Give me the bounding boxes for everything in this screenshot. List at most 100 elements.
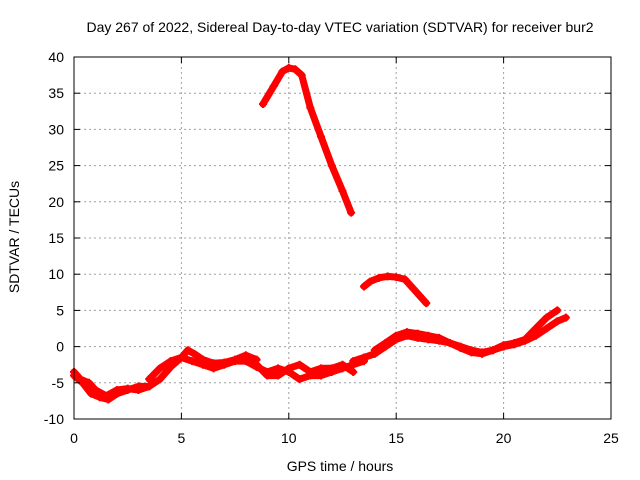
data-point [366, 277, 375, 286]
data-point [400, 275, 409, 284]
x-tick-label-2: 10 [281, 430, 297, 446]
data-point [91, 386, 100, 395]
data-point [145, 375, 154, 384]
data-point [278, 67, 287, 76]
y-tick-label-5: 15 [48, 230, 64, 246]
data-point [87, 389, 96, 398]
data-point [284, 63, 293, 72]
chart-title: Day 267 of 2022, Sidereal Day-to-day VTE… [86, 19, 593, 35]
data-point [291, 65, 300, 74]
data-point [306, 367, 315, 376]
axes: 0 5 10 15 20 25 -10 -5 0 5 10 15 20 25 30 35 40 [44, 49, 619, 446]
data-point [338, 360, 347, 369]
data-point [155, 364, 164, 373]
data-point [177, 353, 186, 362]
y-tick-label-7: 25 [48, 158, 64, 174]
data-point [259, 100, 268, 109]
data-point [381, 338, 390, 347]
data-point [422, 299, 431, 308]
series-jitter-4-2 [255, 364, 354, 379]
data-point [370, 346, 379, 355]
data-point [166, 357, 175, 366]
x-axis-label: GPS time / hours [287, 458, 394, 474]
data-point [76, 375, 85, 384]
data-point [542, 313, 551, 322]
data-point [269, 81, 278, 90]
data-point [252, 360, 261, 369]
data-point [383, 272, 392, 281]
data-point [413, 329, 422, 338]
data-point [102, 391, 111, 400]
data-point [188, 357, 197, 366]
y-tick-label-0: -10 [44, 411, 64, 427]
data-point [499, 341, 508, 350]
y-axis-label: SDTVAR / TECUs [6, 181, 22, 293]
data-point [553, 306, 562, 315]
data-point [295, 360, 304, 369]
x-tick-label-3: 15 [388, 430, 404, 446]
x-tick-label-1: 5 [178, 430, 186, 446]
data-point [561, 313, 570, 322]
data-point [327, 364, 336, 373]
data-point [274, 364, 283, 373]
data-point [349, 367, 358, 376]
data-point [467, 348, 476, 357]
data-point [190, 349, 199, 358]
data-point [488, 346, 497, 355]
x-tick-label-5: 25 [603, 430, 619, 446]
data-point [134, 386, 143, 395]
data-point [317, 364, 326, 373]
data-point [409, 284, 418, 293]
data-point [435, 333, 444, 342]
data-point [155, 375, 164, 384]
data-point [145, 382, 154, 391]
y-tick-label-9: 35 [48, 85, 64, 101]
data-point [112, 386, 121, 395]
data-point [317, 132, 326, 141]
y-tick-label-4: 10 [48, 266, 64, 282]
series-sat-track-4 [252, 360, 358, 380]
data-point [424, 331, 433, 340]
x-tick-label-0: 0 [70, 430, 78, 446]
data-point [123, 384, 132, 393]
data-point [241, 357, 250, 366]
data-point [284, 364, 293, 373]
data-point [327, 161, 336, 170]
data-point [220, 360, 229, 369]
data-point [531, 324, 540, 333]
data-series [70, 63, 570, 404]
series-sat-track-6 [359, 272, 431, 308]
data-point [317, 371, 326, 380]
data-point [359, 353, 368, 362]
data-point [231, 357, 240, 366]
data-point [478, 349, 487, 358]
data-point [274, 371, 283, 380]
data-point [263, 371, 272, 380]
data-point [375, 273, 384, 282]
series-sat-track-5 [259, 63, 356, 217]
data-point [415, 291, 424, 300]
data-point [297, 71, 306, 80]
data-point [338, 186, 347, 195]
data-point [295, 375, 304, 384]
data-point [456, 344, 465, 353]
data-point [209, 364, 218, 373]
x-tick-label-4: 20 [496, 430, 512, 446]
data-point [306, 103, 315, 112]
data-point [553, 317, 562, 326]
y-tick-label-8: 30 [48, 121, 64, 137]
data-point [198, 360, 207, 369]
data-point [510, 338, 519, 347]
series-sat-track-8 [370, 306, 562, 358]
data-point [183, 346, 192, 355]
y-tick-label-10: 40 [48, 49, 64, 65]
data-point [445, 338, 454, 347]
data-point [359, 282, 368, 291]
data-point [349, 357, 358, 366]
data-point [347, 208, 356, 217]
y-tick-label-6: 20 [48, 194, 64, 210]
data-point [402, 328, 411, 337]
data-point [392, 331, 401, 340]
